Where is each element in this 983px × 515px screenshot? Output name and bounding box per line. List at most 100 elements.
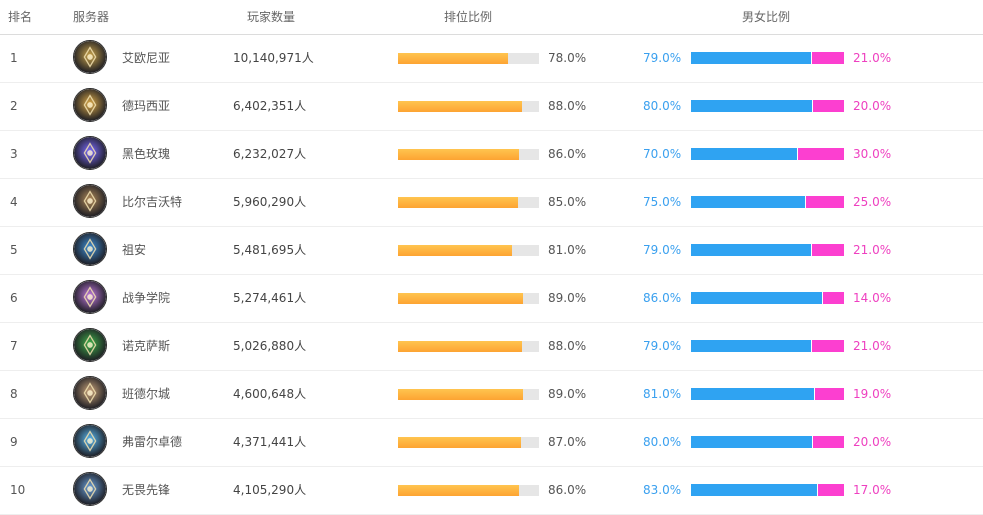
rank-ratio-bar (398, 197, 539, 208)
war-academy-emblem-icon (73, 280, 107, 314)
female-segment (811, 244, 844, 256)
gender-ratio-bar (691, 484, 844, 496)
female-segment (811, 340, 844, 352)
rank-ratio-percent: 85.0% (548, 195, 587, 209)
freljord-emblem-icon (73, 424, 107, 458)
server-name[interactable]: 班德尔城 (122, 387, 171, 401)
player-count: 5,960,290人 (233, 195, 307, 209)
table-row[interactable]: 6 战争学院 5,274,461人 89.0% 86.0% 14.0% (0, 274, 983, 323)
female-percent: 19.0% (853, 387, 892, 401)
male-segment (691, 100, 814, 112)
male-percent: 80.0% (643, 99, 682, 113)
rank-ratio-bar (398, 101, 539, 112)
server-name[interactable]: 战争学院 (122, 291, 171, 305)
rank-ratio-fill (398, 437, 521, 448)
server-name[interactable]: 黑色玫瑰 (122, 147, 171, 161)
male-percent: 86.0% (643, 291, 682, 305)
rank-number: 1 (10, 51, 18, 65)
player-count: 4,371,441人 (233, 435, 307, 449)
male-percent: 70.0% (643, 147, 682, 161)
male-segment (691, 52, 812, 64)
table-row[interactable]: 3 黑色玫瑰 6,232,027人 86.0% 70.0% 30.0% (0, 130, 983, 179)
gender-ratio-bar (691, 244, 844, 256)
header-server: 服务器 (73, 10, 110, 24)
rank-number: 8 (10, 387, 18, 401)
vanguard-emblem-icon (73, 472, 107, 506)
rank-ratio-percent: 87.0% (548, 435, 587, 449)
male-percent: 83.0% (643, 483, 682, 497)
table-row[interactable]: 2 德玛西亚 6,402,351人 88.0% 80.0% 20.0% (0, 82, 983, 131)
gender-ratio-bar (691, 388, 844, 400)
rank-ratio-percent: 78.0% (548, 51, 587, 65)
table-row[interactable]: 8 班德尔城 4,600,648人 89.0% 81.0% 19.0% (0, 370, 983, 419)
rank-ratio-bar (398, 149, 539, 160)
gender-ratio-bar (691, 148, 844, 160)
rank-ratio-fill (398, 245, 513, 256)
player-count: 5,026,880人 (233, 339, 307, 353)
demacia-emblem-icon (73, 88, 107, 122)
female-percent: 20.0% (853, 435, 892, 449)
male-segment (691, 148, 799, 160)
rank-number: 5 (10, 243, 18, 257)
table-row[interactable]: 9 弗雷尔卓德 4,371,441人 87.0% 80.0% 20.0% (0, 418, 983, 467)
female-segment (811, 52, 844, 64)
female-segment (817, 484, 844, 496)
female-percent: 21.0% (853, 339, 892, 353)
header-gender-ratio: 男女比例 (742, 10, 791, 24)
female-segment (814, 388, 844, 400)
rank-ratio-percent: 88.0% (548, 339, 587, 353)
player-count: 6,232,027人 (233, 147, 307, 161)
gender-ratio-bar (691, 52, 844, 64)
header-rank-ratio: 排位比例 (444, 10, 493, 24)
rank-ratio-percent: 89.0% (548, 291, 587, 305)
rank-number: 3 (10, 147, 18, 161)
server-name[interactable]: 无畏先锋 (122, 483, 171, 497)
table-row[interactable]: 10 无畏先锋 4,105,290人 86.0% 83.0% 17.0% (0, 466, 983, 515)
player-count: 4,105,290人 (233, 483, 307, 497)
server-name[interactable]: 诺克萨斯 (122, 339, 171, 353)
female-percent: 14.0% (853, 291, 892, 305)
bilgewater-emblem-icon (73, 184, 107, 218)
female-percent: 30.0% (853, 147, 892, 161)
rank-number: 6 (10, 291, 18, 305)
gender-ratio-bar (691, 436, 844, 448)
table-row[interactable]: 4 比尔吉沃特 5,960,290人 85.0% 75.0% 25.0% (0, 178, 983, 227)
noxus-emblem-icon (73, 328, 107, 362)
male-percent: 79.0% (643, 339, 682, 353)
table-row[interactable]: 7 诺克萨斯 5,026,880人 88.0% 79.0% 21.0% (0, 322, 983, 371)
server-name[interactable]: 弗雷尔卓德 (122, 435, 183, 449)
header-players: 玩家数量 (247, 10, 296, 24)
rank-ratio-fill (398, 53, 508, 64)
male-segment (691, 340, 812, 352)
female-segment (822, 292, 844, 304)
table-row[interactable]: 5 祖安 5,481,695人 81.0% 79.0% 21.0% (0, 226, 983, 275)
rank-ratio-bar (398, 293, 539, 304)
female-segment (805, 196, 844, 208)
gender-ratio-bar (691, 292, 844, 304)
server-name[interactable]: 德玛西亚 (122, 99, 171, 113)
male-segment (691, 292, 823, 304)
header-rank: 排名 (8, 10, 33, 24)
table-row[interactable]: 1 艾欧尼亚 10,140,971人 78.0% 79.0% 21.0% (0, 34, 983, 83)
player-count: 4,600,648人 (233, 387, 307, 401)
male-percent: 79.0% (643, 243, 682, 257)
rank-ratio-percent: 88.0% (548, 99, 587, 113)
male-percent: 75.0% (643, 195, 682, 209)
server-name[interactable]: 比尔吉沃特 (122, 195, 183, 209)
rank-number: 2 (10, 99, 18, 113)
player-count: 5,481,695人 (233, 243, 307, 257)
rank-ratio-percent: 86.0% (548, 147, 587, 161)
player-count: 6,402,351人 (233, 99, 307, 113)
rank-number: 4 (10, 195, 18, 209)
rank-number: 7 (10, 339, 18, 353)
male-segment (691, 244, 812, 256)
server-name[interactable]: 祖安 (122, 243, 147, 257)
rank-ratio-percent: 89.0% (548, 387, 587, 401)
female-percent: 20.0% (853, 99, 892, 113)
server-name[interactable]: 艾欧尼亚 (122, 51, 171, 65)
rank-ratio-fill (398, 101, 523, 112)
bandle-city-emblem-icon (73, 376, 107, 410)
rank-ratio-fill (398, 293, 524, 304)
black-rose-emblem-icon (73, 136, 107, 170)
